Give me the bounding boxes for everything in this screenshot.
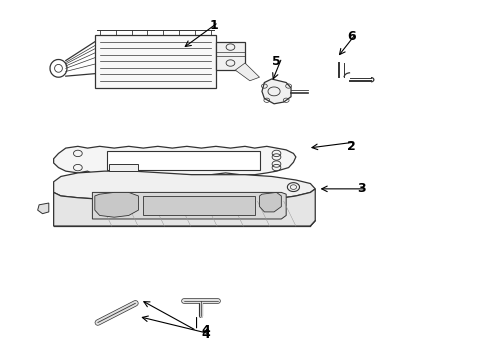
Polygon shape — [38, 203, 49, 214]
Polygon shape — [53, 171, 315, 201]
Text: 2: 2 — [347, 140, 356, 153]
Polygon shape — [216, 42, 245, 70]
Polygon shape — [143, 196, 255, 215]
Text: 4: 4 — [202, 328, 211, 341]
Polygon shape — [235, 63, 260, 81]
Polygon shape — [109, 164, 138, 171]
Polygon shape — [95, 35, 216, 88]
Polygon shape — [93, 192, 286, 219]
Text: 5: 5 — [272, 55, 281, 68]
Text: 1: 1 — [209, 19, 218, 32]
Text: 6: 6 — [347, 30, 356, 43]
Polygon shape — [53, 146, 296, 175]
Text: 4: 4 — [202, 324, 211, 337]
Text: 3: 3 — [357, 183, 366, 195]
Polygon shape — [262, 79, 291, 104]
Polygon shape — [95, 192, 138, 217]
Polygon shape — [260, 192, 281, 212]
Polygon shape — [107, 151, 260, 170]
Polygon shape — [53, 189, 315, 226]
